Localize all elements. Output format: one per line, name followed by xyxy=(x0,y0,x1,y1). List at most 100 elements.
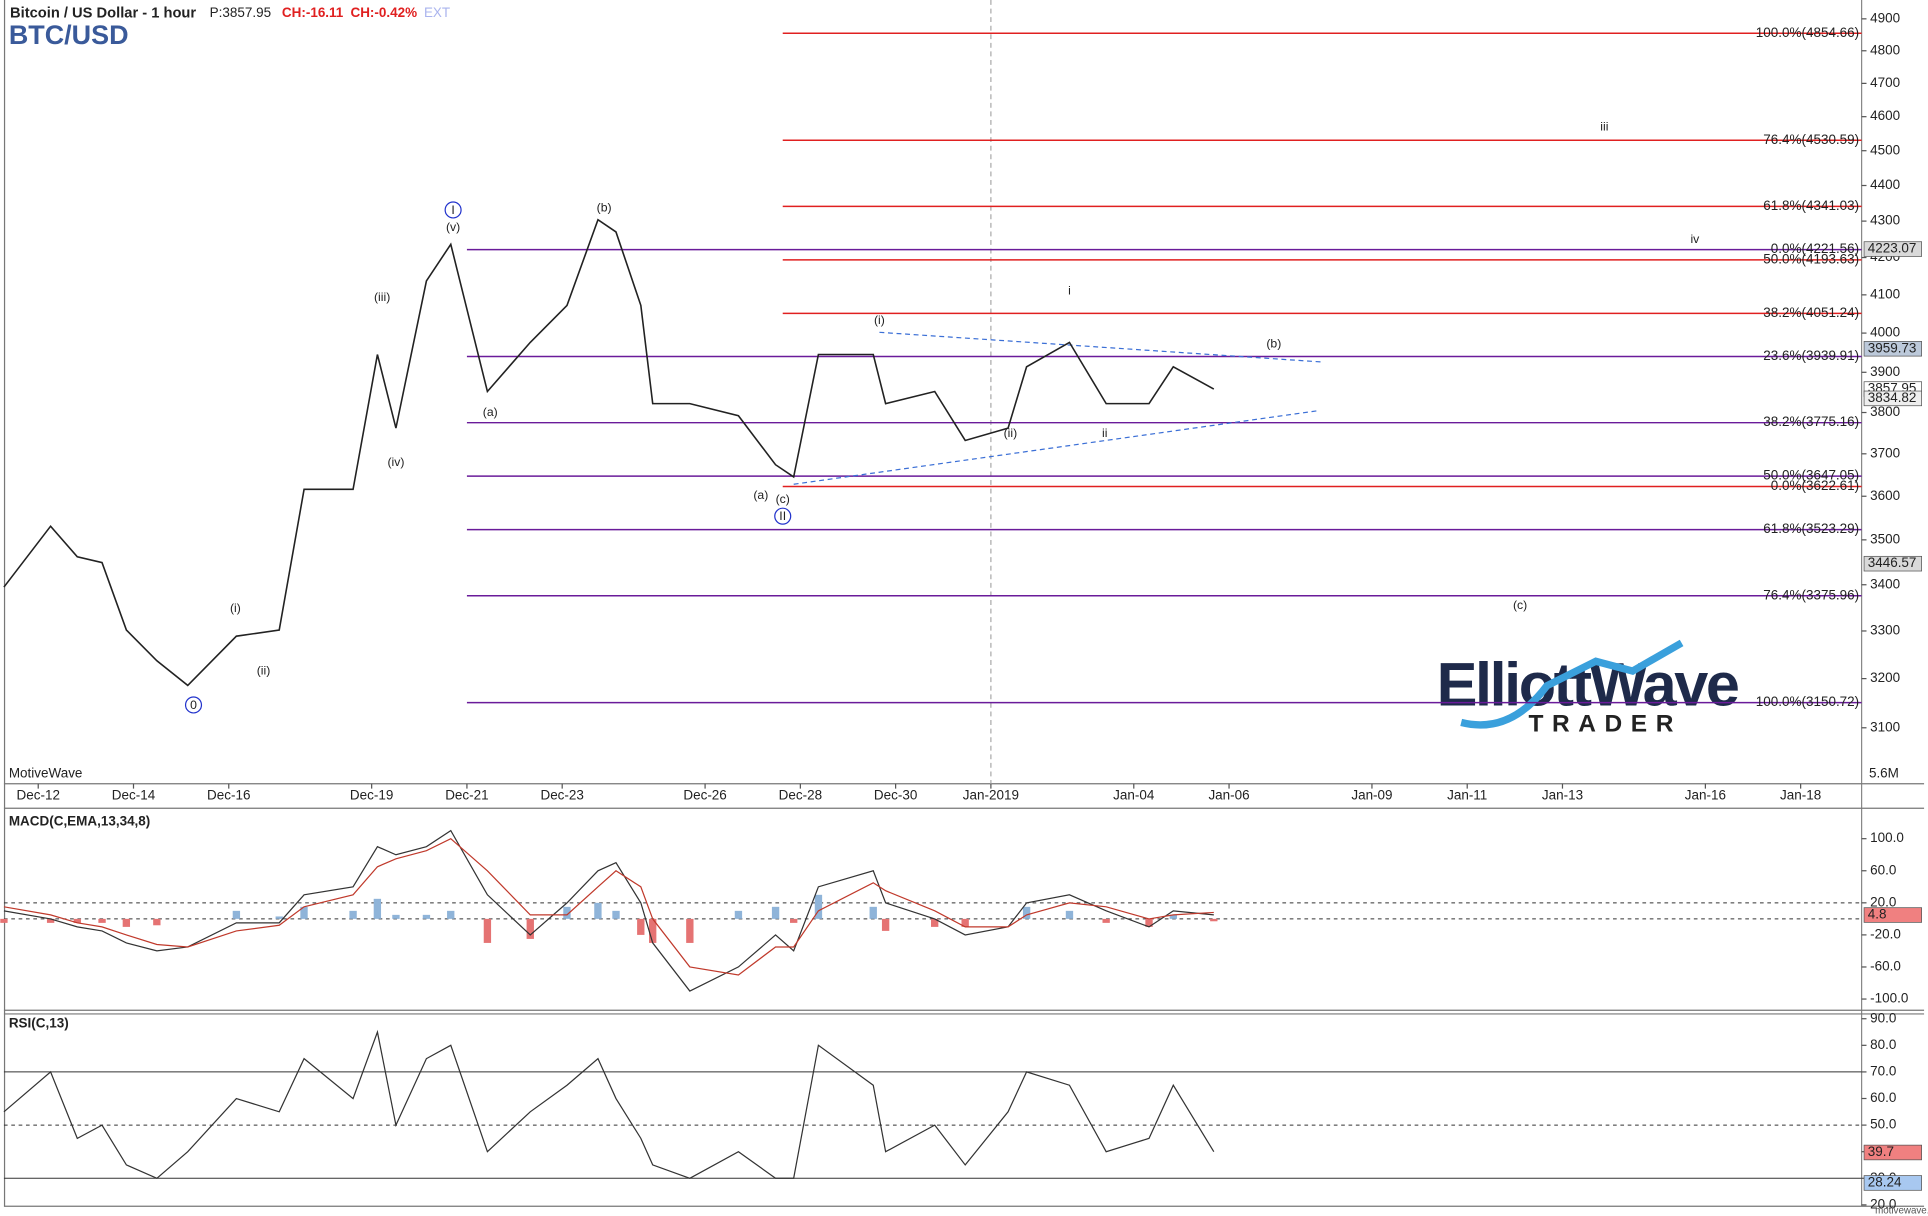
histogram-bar xyxy=(483,918,492,943)
y-tick-label: 4100 xyxy=(1870,286,1900,301)
wave-label: iii xyxy=(1600,120,1608,134)
logo-subtitle: TRADER xyxy=(1529,710,1682,737)
y-tick-label: 4000 xyxy=(1870,325,1900,340)
fib-label: 50.0%(3647.05) xyxy=(1763,468,1859,483)
y-tick-label: 4900 xyxy=(1870,10,1900,25)
y-tick-label: 20.0 xyxy=(1870,1196,1896,1211)
wave-label: (a) xyxy=(483,405,498,419)
fib-label: 61.8%(4341.03) xyxy=(1763,198,1859,213)
y-tick-label: 4500 xyxy=(1870,142,1900,157)
ext-info: EXT xyxy=(424,5,450,20)
histogram-bar xyxy=(0,918,8,923)
histogram-bar xyxy=(122,918,131,927)
x-tick-label: Jan-11 xyxy=(1447,788,1487,803)
histogram-bar xyxy=(612,910,620,919)
y-tick-label: 50.0 xyxy=(1870,1117,1896,1132)
fib-label: 38.2%(3775.16) xyxy=(1763,414,1859,429)
histogram-bar xyxy=(649,918,657,943)
histogram-bar xyxy=(392,914,400,919)
histogram-bar xyxy=(790,918,798,923)
y-tick-label: 3200 xyxy=(1870,670,1900,685)
price-marker xyxy=(1863,241,1922,257)
x-tick-label: Jan-04 xyxy=(1113,788,1155,803)
background xyxy=(3,0,1925,1216)
price-marker xyxy=(1863,1144,1922,1161)
data-line xyxy=(3,837,1214,976)
fib-label: 23.6%(3939.91) xyxy=(1763,348,1859,363)
wave-label: (i) xyxy=(874,313,885,327)
x-tick-label: Jan-09 xyxy=(1351,788,1392,803)
histogram-bar xyxy=(98,918,106,923)
histogram-bar xyxy=(1210,918,1218,922)
price-marker-label: 3446.57 xyxy=(1868,555,1917,570)
histogram-bar xyxy=(1169,914,1177,919)
chart-title: Bitcoin / US Dollar - 1 hour xyxy=(10,5,196,21)
wave-label: iv xyxy=(1690,232,1700,246)
histogram-bar xyxy=(232,910,241,919)
footer: motivewave.com xyxy=(1875,1206,1928,1216)
fib-label: 100.0%(4854.66) xyxy=(1756,25,1859,40)
data-line xyxy=(3,1029,1215,1179)
histogram-bar xyxy=(73,918,81,923)
histogram-bar xyxy=(637,918,645,935)
price-marker-label: 4223.07 xyxy=(1868,241,1917,256)
y-tick-label: 4700 xyxy=(1870,75,1900,90)
wave-label: I xyxy=(451,203,454,217)
histogram-bar xyxy=(686,918,694,943)
histogram-bar xyxy=(814,894,823,919)
price-marker xyxy=(1863,390,1922,407)
x-tick-label: Jan-16 xyxy=(1685,788,1726,803)
y-tick-label: 80.0 xyxy=(1870,1037,1896,1052)
wave-label: ii xyxy=(1102,426,1107,440)
x-tick-label: Dec-28 xyxy=(779,788,822,803)
logo: ElliottWave TRADER xyxy=(1437,639,1740,737)
fib-label: 0.0%(4221.56) xyxy=(1771,241,1859,256)
histogram-bar xyxy=(594,902,602,919)
x-tick-label: Jan-06 xyxy=(1208,788,1249,803)
y-tick-label: -100.0 xyxy=(1870,991,1908,1006)
price-marker-label: 4.8 xyxy=(1868,907,1887,922)
wave-circle xyxy=(774,507,792,525)
histogram-bar xyxy=(734,910,743,919)
y-tick-label: 3900 xyxy=(1870,364,1900,379)
wave-label: 0 xyxy=(190,698,197,712)
y-tick-label: 4800 xyxy=(1870,42,1900,57)
y-tick-label: 60.0 xyxy=(1870,1090,1896,1105)
logo-swoosh xyxy=(1460,639,1684,729)
price-marker-label: 3959.73 xyxy=(1868,340,1917,355)
y-tick-label: 100.0 xyxy=(1870,830,1904,845)
logo-word: Wave xyxy=(1590,651,1738,719)
x-tick-label: Jan-18 xyxy=(1780,788,1821,803)
y-tick-label: 3400 xyxy=(1870,576,1900,591)
histogram-bar xyxy=(869,906,877,919)
x-tick-label: Jan-2019 xyxy=(963,788,1019,803)
price-marker-label: 28.24 xyxy=(1868,1175,1902,1190)
histogram-bar xyxy=(563,906,571,919)
histogram-bar xyxy=(1065,910,1074,919)
histogram-bar xyxy=(300,906,308,919)
logo-word: ElliottWave xyxy=(1437,651,1738,719)
x-tick-label: Dec-21 xyxy=(445,788,488,803)
wave-circle xyxy=(184,696,203,714)
wave-label: (b) xyxy=(1266,336,1281,350)
x-tick-label: Dec-30 xyxy=(874,788,917,803)
wave-label: (iii) xyxy=(374,290,390,304)
logo-word: Elliott xyxy=(1437,651,1592,719)
data-line xyxy=(3,829,1214,992)
wave-label: (iv) xyxy=(387,455,404,469)
y-tick-label: 3500 xyxy=(1870,531,1900,546)
y-tick-label: -20.0 xyxy=(1870,926,1901,941)
fib-label: 76.4%(3375.96) xyxy=(1763,587,1859,602)
volume-label: 5.6M xyxy=(1869,765,1899,780)
y-tick-label: 4300 xyxy=(1870,213,1900,228)
wave-label: (a) xyxy=(753,488,768,502)
data-line xyxy=(3,218,1215,687)
wave-label: (c) xyxy=(776,492,790,506)
price-info: P:3857.95 xyxy=(210,5,271,20)
wave-label: (v) xyxy=(446,220,460,234)
wave-circle xyxy=(444,201,462,219)
fib-label: 0.0%(3622.61) xyxy=(1771,478,1859,493)
histogram-bar xyxy=(447,910,455,919)
